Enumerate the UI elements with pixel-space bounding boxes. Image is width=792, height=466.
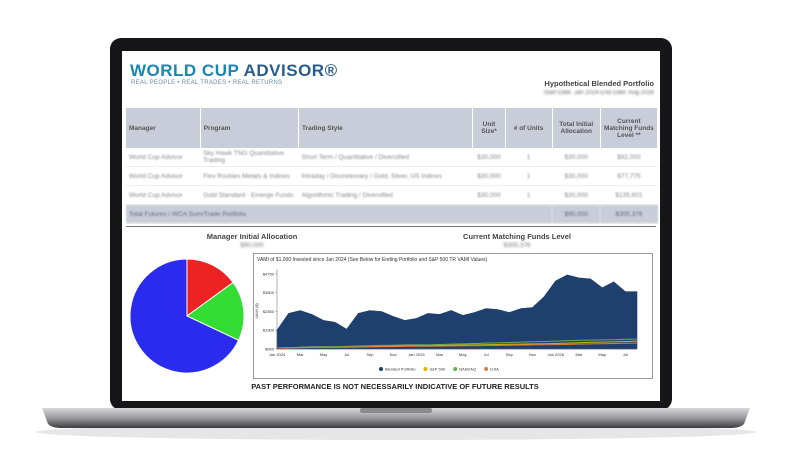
table-cell: $30,000 (472, 166, 506, 186)
section-value: $305,376 (503, 242, 531, 249)
x-tick-label: Nov (390, 352, 397, 357)
column-header: Unit Size* (472, 108, 506, 148)
y-tick-label: $1900 (263, 328, 275, 333)
total-cell: $90,000 (552, 204, 601, 224)
section-value: $90,000 (240, 242, 264, 249)
chart-title: VAMI of $1,000 Invested since Jan 2024 (… (257, 257, 488, 263)
table-cell: $135,601 (600, 185, 658, 205)
table-cell: Algorithmic Trading / Diversified (298, 185, 473, 205)
table-cell: 1 (505, 185, 553, 205)
column-header: Current Matching Funds Level ** (600, 108, 659, 148)
y-axis-label: VAMI ($) (254, 303, 259, 319)
table-cell: World Cup Advisor (126, 185, 201, 205)
table-cell: $30,000 (472, 185, 506, 205)
x-tick-label: May (598, 352, 606, 357)
tagline: REAL PEOPLE • REAL TRADES • REAL RETURNS (131, 80, 283, 86)
legend-swatch (453, 367, 458, 371)
divider (126, 226, 656, 227)
x-tick-label: Jul (344, 352, 349, 357)
line (276, 342, 638, 349)
x-tick-label: May (320, 352, 328, 357)
x-tick-label: May (459, 352, 467, 357)
y-tick-label: $950 (265, 347, 275, 352)
pie-slice (186, 258, 234, 317)
table-row: World Cup Advisor Sky Hawk TNG Quantitati… (126, 148, 658, 167)
legend-swatch (379, 367, 383, 371)
table-cell: Short Term / Quantitative / Diversified (298, 148, 473, 167)
table-cell: Flex Rockies Metals & Indices (200, 166, 299, 186)
legend-label: DJIA (490, 367, 499, 372)
column-header: Trading Style (298, 108, 474, 148)
table-cell: Gold Standard - Emerge Funds (200, 185, 299, 205)
pie-slice (129, 258, 240, 374)
y-tick-label: $4750 (263, 271, 275, 276)
table-cell: $30,000 (552, 148, 601, 167)
legend-swatch (423, 367, 428, 371)
x-tick-label: Jan 2024 (269, 352, 286, 357)
table-cell: World Cup Advisor (126, 166, 201, 186)
section-title: Current Matching Funds Level (463, 232, 571, 241)
line (276, 338, 638, 349)
report-dates: Start Date: Jan 2024 End Date: Aug 2026 (543, 90, 654, 96)
disclaimer: PAST PERFORMANCE IS NOT NECESSARILY INDI… (251, 382, 539, 391)
pie-slice (186, 281, 245, 341)
pie-chart (129, 258, 245, 374)
legend-swatch (484, 367, 489, 371)
table-cell: Sky Hawk TNG Quantitative Trading (200, 148, 299, 167)
x-tick-label: Sep (366, 352, 374, 357)
table-cell: $92,000 (600, 148, 658, 167)
legend-label: S&P 500 (429, 367, 445, 372)
y-tick-label: $2850 (263, 309, 275, 314)
x-tick-label: Mar (297, 352, 305, 357)
y-tick-label: $3800 (263, 290, 275, 295)
legend-label: Blended Portfolio (385, 367, 416, 372)
table-cell: 1 (505, 148, 553, 167)
column-header: Total Initial Allocation (552, 108, 601, 148)
table-cell: Intraday / Discretionary / Gold, Silver,… (298, 166, 473, 186)
x-tick-label: Jan 2026 (547, 352, 564, 357)
vami-chart: VAMI of $1,000 Invested since Jan 2024 (… (253, 253, 653, 379)
column-header: Manager (126, 108, 201, 148)
screen: WORLD CUP ADVISOR® REAL PEOPLE • REAL TR… (122, 51, 660, 401)
table-row: World Cup Advisor Flex Rockies Metals & I… (126, 166, 658, 186)
x-tick-label: Mar (575, 352, 583, 357)
logo: WORLD CUP ADVISOR® (130, 61, 338, 81)
legend-label: NASDAQ (459, 367, 476, 372)
notch (360, 408, 432, 413)
logo-text: ADVISOR® (243, 61, 338, 80)
x-tick-label: Sep (506, 352, 514, 357)
section-title: Manager Initial Allocation (206, 232, 298, 241)
report-title: Hypothetical Blended Portfolio (544, 79, 654, 88)
total-cell: $305,376 (600, 204, 658, 224)
area (276, 274, 638, 350)
table-cell: $77,775 (600, 166, 658, 186)
column-header: Program (200, 108, 299, 148)
table-cell: 1 (505, 166, 553, 186)
table-cell: $30,000 (552, 166, 601, 186)
x-tick-label: Jul (623, 352, 628, 357)
column-header: # of Units (505, 108, 553, 148)
x-tick-label: Nov (529, 352, 536, 357)
table-row: World Cup Advisor Gold Standard - Emerge … (126, 185, 658, 205)
total-label: Total Futures / WCA Sum/Trade Portfolio (126, 204, 553, 224)
x-tick-label: Jan 2025 (408, 352, 425, 357)
laptop-base (42, 408, 750, 428)
logo-text: WORLD CUP (130, 61, 240, 80)
x-tick-label: Mar (436, 352, 444, 357)
x-tick-label: Jul (483, 352, 488, 357)
portfolio-table: Manager Program Trading Style Unit Size* # o… (126, 108, 659, 224)
table-cell: $30,000 (552, 185, 601, 205)
total-row: Total Futures / WCA Sum/Trade Portfolio $… (126, 204, 658, 224)
table-cell: $30,000 (472, 148, 506, 167)
table-cell: World Cup Advisor (126, 148, 201, 167)
